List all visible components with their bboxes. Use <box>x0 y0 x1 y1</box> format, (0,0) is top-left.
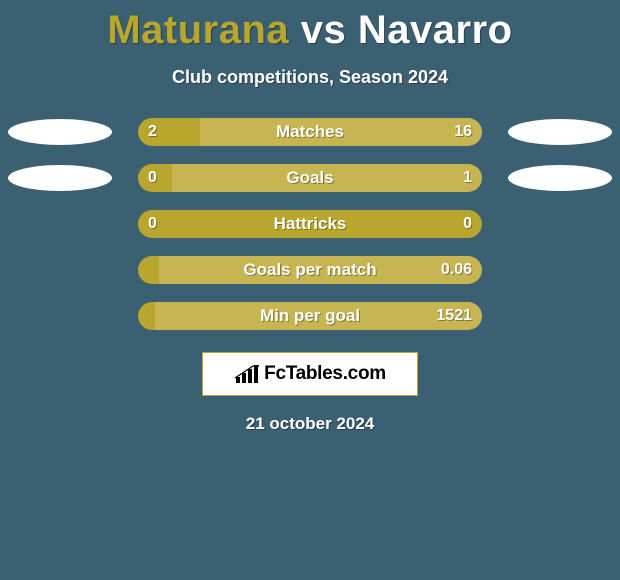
stat-row: Goals01 <box>0 164 620 192</box>
stat-row: Goals per match0.06 <box>0 256 620 284</box>
stat-value-right: 0 <box>463 210 472 238</box>
title-vs: vs <box>301 8 347 52</box>
stat-row: Min per goal1521 <box>0 302 620 330</box>
stat-bar-left <box>138 302 155 330</box>
stat-bar-right <box>200 118 482 146</box>
stat-value-right: 0.06 <box>441 256 472 284</box>
player-marker-left <box>8 165 112 191</box>
stat-value-right: 16 <box>454 118 472 146</box>
subtitle: Club competitions, Season 2024 <box>0 67 620 88</box>
title-player-right: Navarro <box>358 8 513 52</box>
stat-bar-track <box>138 210 482 238</box>
date-text: 21 october 2024 <box>0 414 620 434</box>
player-marker-left <box>8 119 112 145</box>
stat-row: Hattricks00 <box>0 210 620 238</box>
stat-bar-right <box>172 164 482 192</box>
stat-value-left: 0 <box>148 210 157 238</box>
stat-value-right: 1 <box>463 164 472 192</box>
source-logo-box: FcTables.com <box>202 352 418 396</box>
player-marker-right <box>508 119 612 145</box>
stat-row: Matches216 <box>0 118 620 146</box>
page-title: Maturana vs Navarro <box>0 0 620 53</box>
stat-bar-right <box>155 302 482 330</box>
stat-bar-track <box>138 302 482 330</box>
stat-bar-track <box>138 256 482 284</box>
player-marker-right <box>508 165 612 191</box>
comparison-infographic: Maturana vs Navarro Club competitions, S… <box>0 0 620 580</box>
stat-bar-left <box>138 210 482 238</box>
stat-value-left: 0 <box>148 164 157 192</box>
stat-bar-track <box>138 164 482 192</box>
stat-bar-left <box>138 256 159 284</box>
stat-bar-right <box>159 256 482 284</box>
stat-value-left: 2 <box>148 118 157 146</box>
bar-chart-icon <box>234 363 260 385</box>
stat-bar-track <box>138 118 482 146</box>
stat-value-right: 1521 <box>436 302 472 330</box>
source-logo-text: FcTables.com <box>264 363 386 385</box>
stat-rows: Matches216Goals01Hattricks00Goals per ma… <box>0 118 620 330</box>
title-player-left: Maturana <box>107 8 289 52</box>
